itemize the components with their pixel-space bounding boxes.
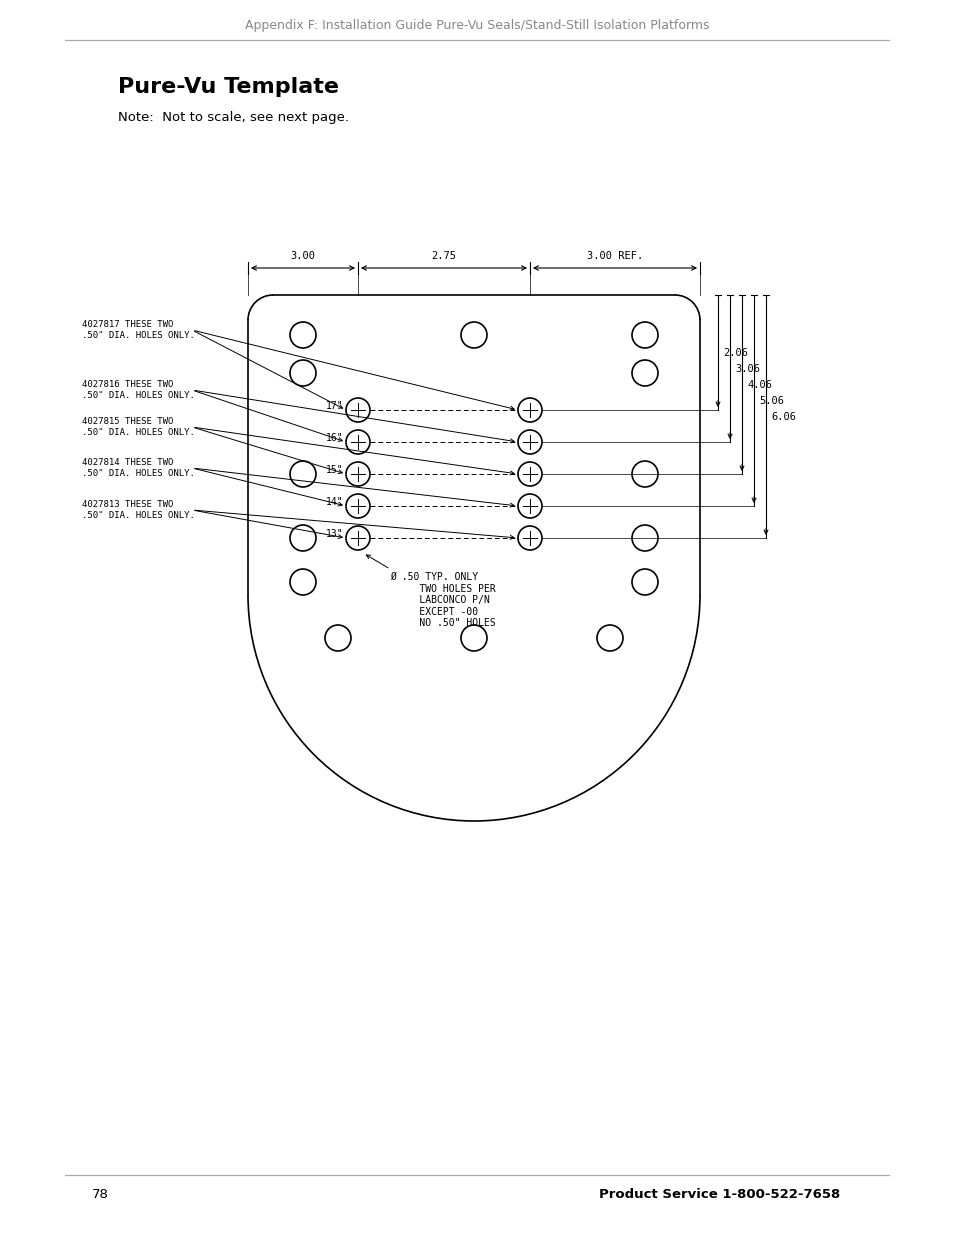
Text: 3.00 REF.: 3.00 REF. <box>586 251 642 261</box>
Text: 4027813 THESE TWO
.50" DIA. HOLES ONLY.: 4027813 THESE TWO .50" DIA. HOLES ONLY. <box>82 500 194 520</box>
Text: 4027816 THESE TWO
.50" DIA. HOLES ONLY.: 4027816 THESE TWO .50" DIA. HOLES ONLY. <box>82 380 194 400</box>
Text: 4.06: 4.06 <box>746 379 771 389</box>
Text: 17": 17" <box>325 401 343 411</box>
Text: 15": 15" <box>325 466 343 475</box>
Text: 3.00: 3.00 <box>291 251 315 261</box>
Text: 16": 16" <box>325 433 343 443</box>
Text: 78: 78 <box>91 1188 109 1202</box>
Text: Note:  Not to scale, see next page.: Note: Not to scale, see next page. <box>118 111 349 125</box>
Text: 3.06: 3.06 <box>734 363 760 373</box>
Text: 4027814 THESE TWO
.50" DIA. HOLES ONLY.: 4027814 THESE TWO .50" DIA. HOLES ONLY. <box>82 458 194 478</box>
Text: Ø .50 TYP. ONLY
     TWO HOLES PER
     LABCONCO P/N
     EXCEPT -00
     NO .50: Ø .50 TYP. ONLY TWO HOLES PER LABCONCO P… <box>366 555 496 629</box>
Text: 13": 13" <box>325 529 343 538</box>
Text: 4027817 THESE TWO
.50" DIA. HOLES ONLY.: 4027817 THESE TWO .50" DIA. HOLES ONLY. <box>82 320 194 340</box>
Text: 2.06: 2.06 <box>722 347 747 357</box>
Text: Product Service 1-800-522-7658: Product Service 1-800-522-7658 <box>598 1188 840 1202</box>
Text: 6.06: 6.06 <box>770 411 795 421</box>
Text: Pure-Vu Template: Pure-Vu Template <box>118 77 338 98</box>
Text: 5.06: 5.06 <box>759 395 783 405</box>
Text: 4027815 THESE TWO
.50" DIA. HOLES ONLY.: 4027815 THESE TWO .50" DIA. HOLES ONLY. <box>82 417 194 437</box>
Text: 14": 14" <box>325 496 343 508</box>
Text: 2.75: 2.75 <box>431 251 456 261</box>
Text: Appendix F: Installation Guide Pure-Vu Seals/Stand-Still Isolation Platforms: Appendix F: Installation Guide Pure-Vu S… <box>245 19 708 32</box>
